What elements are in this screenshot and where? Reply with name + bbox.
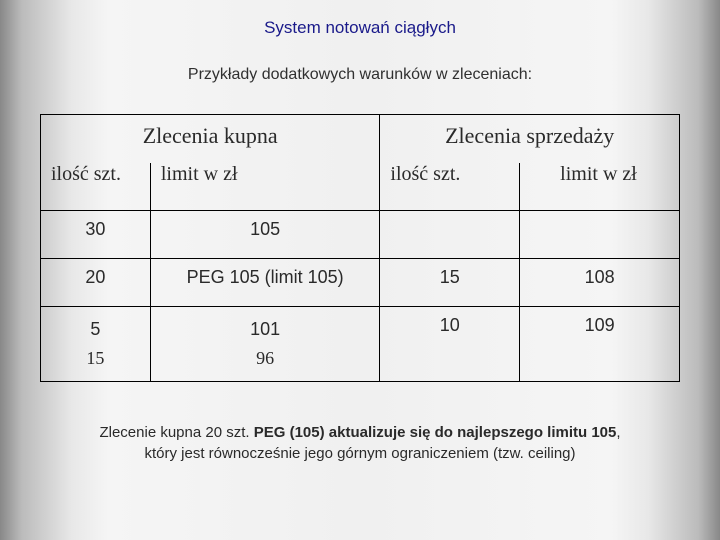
orders-table: Zlecenia kupna Zlecenia sprzedaży ilość … xyxy=(40,114,680,382)
cell-lim-sell: 109 xyxy=(520,307,680,382)
val: 96 xyxy=(256,348,274,368)
cell-qty-sell: 15 xyxy=(380,259,520,307)
footer-note: Zlecenie kupna 20 szt. PEG (105) aktuali… xyxy=(30,422,690,466)
cell-lim: PEG 105 (limit 105) xyxy=(150,259,380,307)
table-row: 20 PEG 105 (limit 105) 15 108 xyxy=(41,259,680,307)
col-lim-buy: limit w zł xyxy=(150,163,380,211)
cell-qty: 20 xyxy=(41,259,151,307)
val: 5 xyxy=(90,319,100,339)
page-title: System notowań ciągłych xyxy=(30,18,690,38)
table-header-group-row: Zlecenia kupna Zlecenia sprzedaży xyxy=(41,115,680,163)
footer-text: , xyxy=(616,424,620,441)
val: 15 xyxy=(86,348,104,368)
cell-lim-sell xyxy=(520,211,680,259)
col-qty-buy: ilość szt. xyxy=(41,163,151,211)
cell-qty-sell xyxy=(380,211,520,259)
cell-lim: 105 xyxy=(150,211,380,259)
sell-header: Zlecenia sprzedaży xyxy=(380,115,680,163)
val: 101 xyxy=(250,319,280,339)
buy-header: Zlecenia kupna xyxy=(41,115,380,163)
cell-qty-sell: 10 xyxy=(380,307,520,382)
footer-bold: PEG (105) aktualizuje się do najlepszego… xyxy=(254,424,617,441)
col-qty-sell: ilość szt. xyxy=(380,163,520,211)
table-header-sub-row: ilość szt. limit w zł ilość szt. limit w… xyxy=(41,163,680,211)
footer-text: Zlecenie kupna 20 szt. xyxy=(99,424,253,441)
cell-lim: 101 96 xyxy=(150,307,380,382)
col-lim-sell: limit w zł xyxy=(520,163,680,211)
table-row: 5 15 101 96 10 109 xyxy=(41,307,680,382)
cell-lim-sell: 108 xyxy=(520,259,680,307)
example-subtitle: Przykłady dodatkowych warunków w zleceni… xyxy=(30,66,690,84)
cell-qty: 5 15 xyxy=(41,307,151,382)
table-row: 30 105 xyxy=(41,211,680,259)
footer-text: który jest równocześnie jego górnym ogra… xyxy=(144,445,575,462)
cell-qty: 30 xyxy=(41,211,151,259)
